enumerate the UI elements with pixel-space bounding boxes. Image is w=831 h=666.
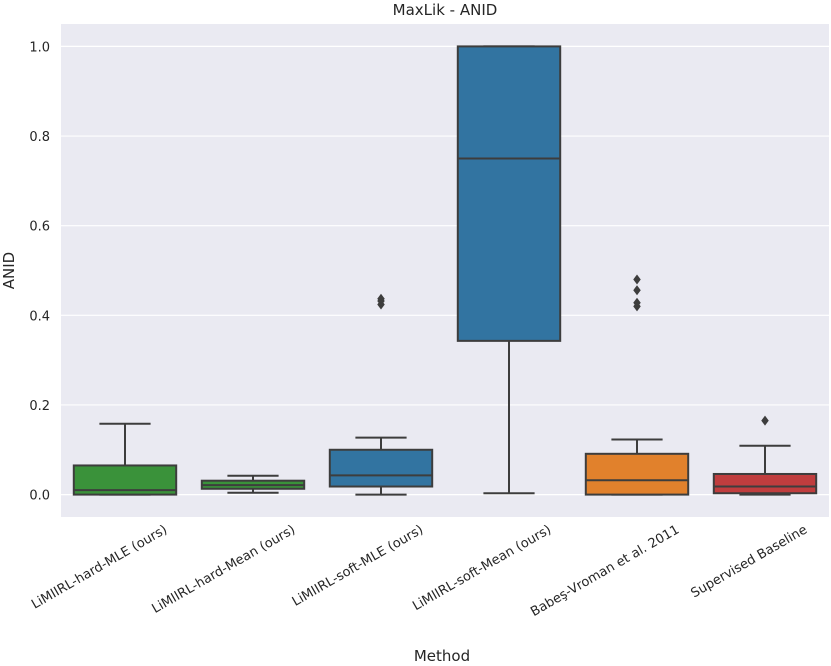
chart-title: MaxLik - ANID (393, 1, 498, 19)
x-tick-label: LiMIIRL-hard-MLE (ours) (29, 522, 170, 612)
y-axis-title: ANID (0, 252, 18, 289)
x-tick-label: LiMIIRL-hard-Mean (ours) (150, 522, 298, 616)
boxes (72, 45, 818, 496)
box-group (456, 45, 562, 495)
box-iqr (584, 452, 690, 496)
plot-background (61, 24, 829, 517)
box-group (584, 274, 690, 496)
y-tick-label: 0.6 (29, 220, 50, 235)
box-group (72, 422, 178, 496)
x-tick-label: LiMIIRL-soft-Mean (ours) (410, 522, 554, 614)
outlier-point (633, 285, 641, 296)
y-tick-label: 0.4 (29, 309, 50, 324)
x-tick-label: Supervised Baseline (688, 522, 810, 601)
y-tick-label: 0.2 (29, 399, 50, 414)
outlier-point (633, 274, 641, 285)
x-axis-title: Method (414, 647, 470, 665)
gridlines (61, 45, 829, 496)
box-iqr (712, 472, 818, 495)
outlier-point (761, 415, 769, 426)
box-group (328, 293, 434, 496)
x-tick-label: Babeş-Vroman et al. 2011 (528, 522, 682, 619)
x-tick-labels: LiMIIRL-hard-MLE (ours)LiMIIRL-hard-Mean… (29, 522, 810, 619)
y-tick-labels: 0.0 0.2 0.4 0.6 0.8 1.0 (29, 40, 50, 503)
outlier-point (633, 297, 641, 308)
x-tick-label: LiMIIRL-soft-MLE (ours) (290, 522, 426, 609)
box-iqr (456, 45, 562, 342)
y-tick-label: 0.8 (29, 130, 50, 145)
y-tick-label: 1.0 (29, 40, 50, 55)
box-group (712, 415, 818, 496)
box-group (200, 474, 306, 494)
box-iqr (328, 448, 434, 488)
y-tick-label: 0.0 (29, 489, 50, 504)
outlier-point (377, 293, 385, 304)
